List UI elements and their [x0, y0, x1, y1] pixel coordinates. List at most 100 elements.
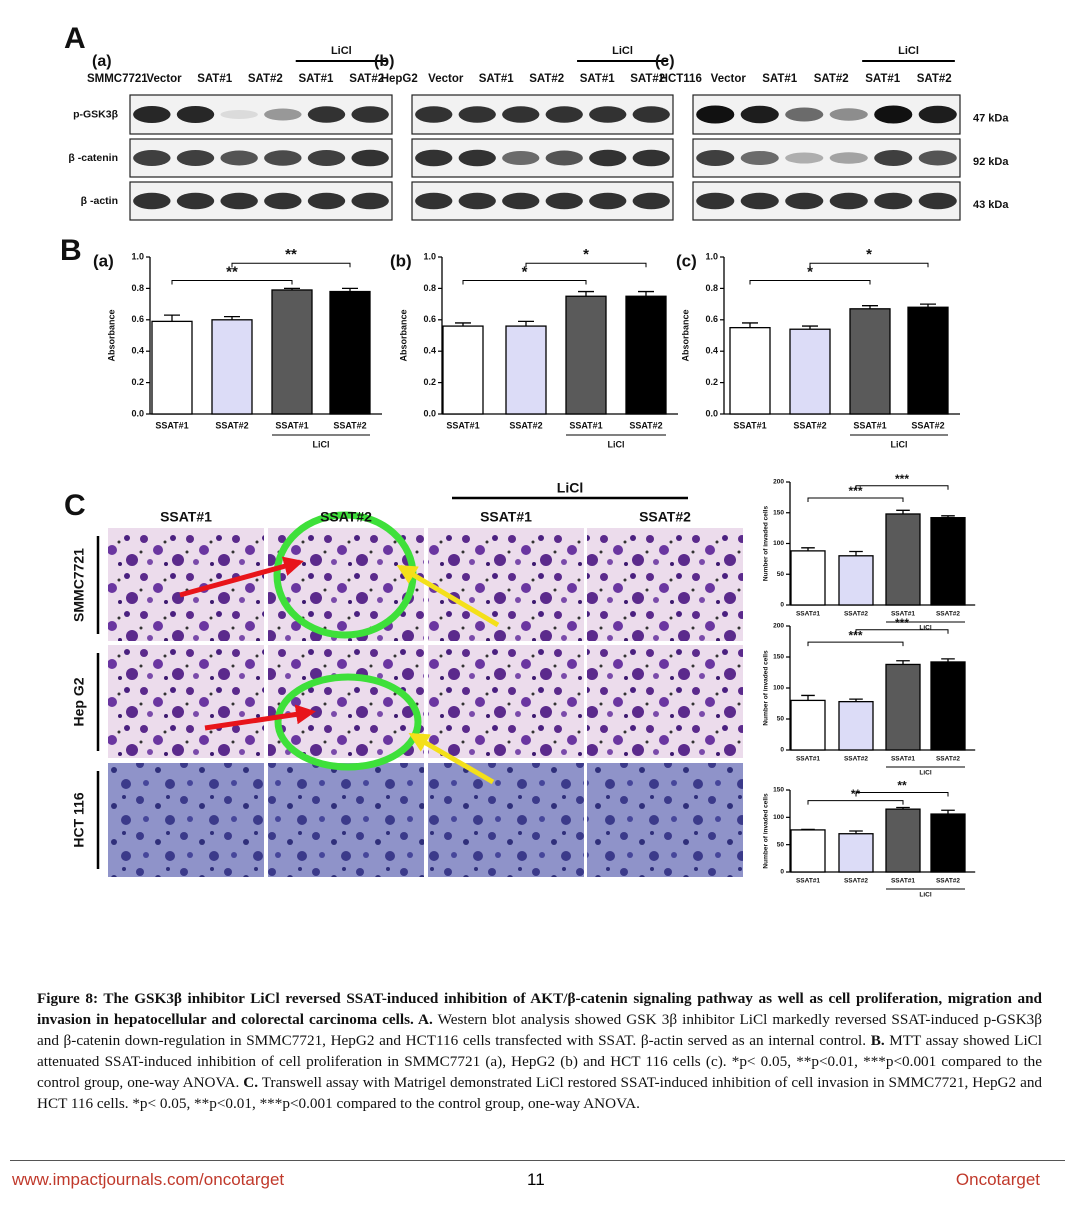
group-label: LiCl: [313, 439, 330, 449]
x-tick-label: SSAT#2: [936, 756, 960, 763]
row-label: β -actin: [81, 195, 118, 207]
blot-box: [129, 138, 393, 178]
y-tick-label: 100: [773, 814, 784, 821]
micrograph: [108, 763, 264, 877]
blot-band: [632, 192, 670, 210]
micrograph: [108, 528, 264, 641]
blot-band: [220, 192, 258, 210]
blot-band: [785, 152, 824, 164]
micrograph: [587, 528, 743, 641]
bar: [849, 308, 891, 415]
significance-bracket: [855, 791, 949, 797]
lane-label: SMMC7721: [87, 73, 148, 85]
lane-label: SAT#1: [865, 73, 901, 85]
y-tick-label: 50: [777, 571, 785, 578]
size-label: 43 kDa: [973, 199, 1009, 211]
significance-label: **: [897, 779, 907, 793]
blot-band: [545, 106, 583, 123]
y-tick-label: 50: [777, 841, 785, 848]
caption-bold: C.: [243, 1074, 259, 1091]
footer-url[interactable]: www.impactjournals.com/oncotarget: [12, 1170, 285, 1189]
micrograph: [587, 645, 743, 758]
bar: [838, 555, 874, 606]
x-tick-label: SSAT#1: [891, 611, 915, 618]
blot-band: [589, 106, 627, 123]
blot-band: [829, 108, 868, 121]
error-bar: [941, 658, 955, 662]
y-tick-label: 0.2: [423, 377, 436, 387]
y-tick-label: 0: [780, 869, 784, 876]
bar: [565, 295, 607, 415]
significance-label: *: [583, 246, 589, 263]
significance-label: *: [807, 264, 813, 281]
significance-label: ***: [848, 484, 862, 498]
significance-bracket: [855, 629, 949, 634]
blot-band: [307, 192, 346, 210]
bar: [885, 663, 921, 751]
significance-bracket: [749, 280, 871, 285]
lane-label: SAT#1: [197, 73, 233, 85]
significance-label: ***: [848, 628, 862, 642]
x-tick-label: SSAT#2: [793, 420, 826, 430]
blot-band: [589, 192, 627, 210]
micrograph: [428, 645, 584, 758]
significance-bracket: [807, 800, 904, 805]
significance-bracket: [807, 641, 904, 647]
x-tick-label: SSAT#1: [796, 878, 820, 885]
blot-band: [502, 106, 540, 123]
bar: [211, 319, 253, 415]
x-tick-label: SSAT#1: [891, 878, 915, 885]
error-bar: [849, 550, 863, 556]
blot-band: [785, 107, 824, 122]
x-tick-label: SSAT#2: [509, 420, 542, 430]
significance-bracket: [855, 485, 949, 490]
caption-text: Transwell assay with Matrigel demonstrat…: [37, 1074, 1043, 1112]
row-label: SMMC7721: [71, 548, 87, 622]
error-bar: [941, 809, 955, 815]
blot-band: [874, 105, 913, 124]
x-tick-label: SSAT#1: [891, 756, 915, 763]
blot-band: [264, 192, 302, 210]
y-tick-label: 150: [773, 787, 784, 794]
blot-band: [829, 152, 868, 164]
caption-text: Western blot analysis showed GSK 3β inhi…: [37, 1011, 1042, 1049]
blot-band: [785, 192, 824, 210]
bar: [790, 699, 826, 751]
error-bar: [638, 290, 654, 297]
error-bar: [801, 547, 815, 551]
significance-label: **: [226, 264, 238, 281]
significance-bracket: [525, 262, 647, 268]
y-tick-label: 0.8: [131, 283, 144, 293]
y-tick-label: 0.6: [131, 314, 144, 324]
row-label: Hep G2: [71, 677, 87, 726]
bar: [885, 808, 921, 873]
blot-box: [411, 94, 674, 135]
x-tick-label: SSAT#1: [446, 420, 479, 430]
bar: [907, 306, 949, 415]
y-tick-label: 1.0: [131, 251, 144, 261]
blot-band: [415, 106, 453, 123]
y-axis-label: Number of invaded cells: [763, 793, 770, 869]
error-bar: [920, 303, 936, 308]
lane-label: SAT#2: [814, 73, 849, 85]
y-tick-label: 0.6: [705, 314, 718, 324]
y-tick-label: 0.8: [423, 283, 436, 293]
caption-text: MTT assay showed LiCl attenuated SSAT-in…: [37, 1032, 1043, 1091]
significance-bracket: [171, 280, 293, 285]
x-tick-label: SSAT#2: [911, 420, 944, 430]
micrograph: [268, 528, 424, 641]
blot-box: [129, 94, 393, 135]
blot-band: [918, 105, 957, 124]
lane-label: HCT116: [660, 73, 702, 85]
row-label: β -catenin: [68, 152, 118, 164]
blot-band: [220, 150, 258, 166]
y-tick-label: 200: [773, 479, 784, 486]
y-tick-label: 1.0: [423, 251, 436, 261]
error-bar: [849, 698, 863, 702]
blot-band: [307, 150, 346, 166]
y-tick-label: 0.4: [423, 346, 436, 356]
error-bar: [578, 290, 594, 297]
blot-tag: (b): [374, 53, 394, 70]
blot-band: [696, 192, 735, 210]
